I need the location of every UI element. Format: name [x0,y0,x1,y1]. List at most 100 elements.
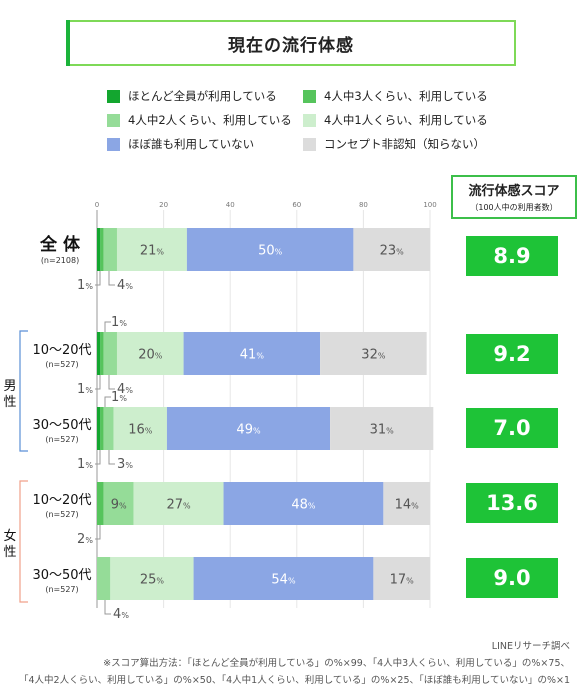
data-label: 16% [128,423,153,438]
female-bracket [19,480,28,603]
legend-item: ほぼ誰も利用していない [107,136,254,152]
row-label: 10〜20代 [32,493,91,508]
data-label: 21% [140,244,165,259]
data-label: 50% [258,244,283,259]
row-label: 30〜50代 [32,418,91,433]
chart-title: 現在の流行体感 [228,35,354,56]
group-label-male: 男 [3,379,16,394]
bar-segment [97,407,101,450]
legend-item: 4人中2人くらい、利用している [107,112,292,128]
group-label-male: 性 [3,395,16,410]
legend-swatch [303,113,316,127]
x-tick-label: 60 [292,201,301,209]
bar-segment [383,482,430,525]
x-tick-label: 0 [95,201,99,209]
legend-item: 4人中3人くらい、利用している [303,88,488,104]
callout-line [95,271,101,286]
data-label: 20% [138,348,163,363]
score-badge: 9.2 [466,334,558,374]
data-label: 48% [291,498,316,513]
callout-label: 4% [117,278,133,293]
footer-source: LINEリサーチ調べ [491,641,570,652]
data-label: 41% [240,348,265,363]
callout-label: 1% [77,457,93,472]
bar-segment [133,482,224,525]
legend-swatch [303,137,316,151]
bar-segment [97,557,111,600]
bar-segment [103,332,117,375]
bar-segment [97,332,101,375]
row-label: 全 体 [39,234,81,255]
row-sample-size: (n=527) [45,360,78,369]
callout-line [95,525,101,540]
bar-segment [320,332,427,375]
legend-item: 4人中1人くらい、利用している [303,112,488,128]
data-label: 31% [370,423,395,438]
group-label-female: 性 [3,545,16,560]
bar-segment [116,332,184,375]
callout-label: 2% [77,532,93,547]
x-tick-label: 20 [159,201,168,209]
legend-item: ほとんど全員が利用している [107,88,277,104]
row-sample-size: (n=2108) [41,256,79,265]
bar-segment [116,228,187,271]
callout-label: 3% [117,457,133,472]
callout-line [104,600,111,615]
bar-segment [223,482,384,525]
score-header-box [451,175,577,219]
legend-swatch [107,89,120,103]
callout-label: 1% [77,278,93,293]
callout-label: 4% [113,607,129,622]
x-tick-label: 40 [226,201,235,209]
bar-segment [186,228,354,271]
bar-segment [97,228,101,271]
bar-segment [100,228,104,271]
callout-line [108,450,115,465]
bar-segment [353,228,430,271]
score-header-subtitle: （100人中の利用者数） [470,203,558,212]
bar-segment [166,407,331,450]
legend-label: 4人中3人くらい、利用している [324,89,488,103]
row-label: 10〜20代 [32,343,91,358]
callout-label: 1% [77,382,93,397]
data-label: 9% [111,498,127,513]
bar-segment [103,228,117,271]
data-label: 54% [271,573,296,588]
bar-segment [193,557,374,600]
row-sample-size: (n=527) [45,510,78,519]
bar-segment [110,557,194,600]
data-label: 32% [361,348,386,363]
footer-note-1: ※スコア算出方法：「ほとんど全員が利用している」の%×99、「4人中3人くらい、… [103,658,570,669]
bar-segment [183,332,321,375]
data-label: 14% [395,498,420,513]
legend-swatch [303,89,316,103]
legend-swatch [107,113,120,127]
data-label: 25% [140,573,165,588]
legend-label: ほぼ誰も利用していない [128,137,255,151]
callout-line [108,271,115,286]
callout-line [95,450,101,465]
title-accent [66,20,80,66]
legend-label: 4人中2人くらい、利用している [128,113,292,127]
bar-segment [103,482,134,525]
bar-segment [100,407,104,450]
score-badge: 13.6 [466,483,558,523]
bar-segment [373,557,430,600]
legend-label: 4人中1人くらい、利用している [324,113,488,127]
x-tick-label: 100 [423,201,436,209]
group-label-female: 女 [3,528,16,544]
score-badge: 8.9 [466,236,558,276]
callout-line [95,375,101,390]
legend-item: コンセプト非認知（知らない） [303,136,485,152]
x-tick-label: 80 [359,201,368,209]
data-label: 49% [236,423,261,438]
bar-segment [113,407,167,450]
legend-label: コンセプト非認知（知らない） [324,137,485,151]
callout-line [104,396,111,407]
score-header-title: 流行体感スコア [468,184,560,199]
legend-swatch [107,137,120,151]
bar-segment [100,332,104,375]
callout-label: 4% [117,382,133,397]
score-header: 流行体感スコア （100人中の利用者数） [452,180,576,213]
